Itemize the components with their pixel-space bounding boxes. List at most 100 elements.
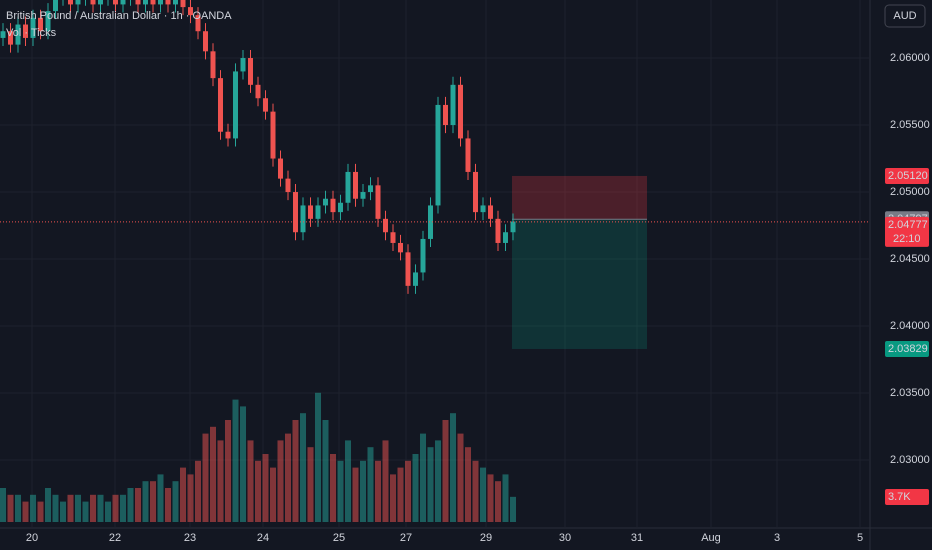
plot xyxy=(0,0,870,522)
volume-bar xyxy=(457,433,464,522)
candle-body xyxy=(428,205,433,239)
volume-bar xyxy=(7,494,14,522)
y-tick-label: 2.06000 xyxy=(890,52,930,64)
target-price-label-bg xyxy=(885,340,929,357)
candle-body xyxy=(270,111,276,159)
volume-bar xyxy=(15,494,21,522)
volume-bar xyxy=(60,501,66,522)
candle-body xyxy=(480,205,486,213)
volume-bar xyxy=(30,494,36,522)
candle-body xyxy=(218,78,223,132)
volume-bar xyxy=(390,474,396,522)
volume-bar xyxy=(67,494,74,522)
volume-last-label-bg xyxy=(885,489,929,505)
chart-title: British Pound / Australian Dollar · 1h ·… xyxy=(6,10,232,22)
volume-bar xyxy=(300,413,306,522)
stop-price-label: 2.05120 xyxy=(888,170,928,182)
candle-body xyxy=(90,0,96,5)
volume-bar xyxy=(322,420,329,522)
candle-body xyxy=(278,158,283,179)
volume-bar xyxy=(82,501,89,522)
last-price-label: 2.04777 xyxy=(888,219,928,231)
candle-body xyxy=(173,0,178,5)
volume-bar xyxy=(217,440,224,522)
volume-bar xyxy=(112,494,119,522)
axes: 2.06000 2.05500 2.05000 2.04500 2.04000 2.035… xyxy=(26,52,930,544)
y-tick-label: 2.05000 xyxy=(890,186,930,198)
volume-bar xyxy=(427,447,434,522)
y-tick-label: 2.04500 xyxy=(890,253,930,265)
stop-price-label-bg xyxy=(885,167,929,184)
volume-bar xyxy=(330,454,336,522)
candle-body xyxy=(465,138,471,172)
volume-bar xyxy=(187,474,194,522)
candle-body xyxy=(450,84,456,126)
candle-body xyxy=(30,17,36,38)
currency-button[interactable] xyxy=(884,4,926,28)
volume-bar xyxy=(0,488,6,522)
volume-bar xyxy=(195,460,201,522)
volume-bar xyxy=(277,440,284,522)
candle-body xyxy=(263,98,268,112)
volume-bar xyxy=(45,488,51,522)
candle-body xyxy=(510,221,516,233)
x-tick-label: 23 xyxy=(184,532,196,544)
candle-body xyxy=(308,205,313,219)
volume-bar xyxy=(127,488,134,522)
candle-body xyxy=(255,84,261,99)
x-tick-label: 20 xyxy=(26,532,38,544)
volume-bar xyxy=(495,481,501,522)
volume-last-label: 3.7K xyxy=(888,491,911,503)
candle-body xyxy=(203,31,208,52)
target-zone xyxy=(512,219,647,349)
volume-bar xyxy=(502,474,509,522)
volume-bar xyxy=(405,460,411,522)
candle-body xyxy=(158,0,163,5)
candle-body xyxy=(0,31,6,38)
candle-body xyxy=(300,205,306,233)
candle-body xyxy=(188,7,193,16)
y-tick-label: 2.03000 xyxy=(890,454,930,466)
volume-bar xyxy=(337,460,344,522)
candle-body xyxy=(360,192,366,199)
candle-body xyxy=(488,205,493,219)
volume-bar xyxy=(75,494,81,522)
candle-body xyxy=(53,0,58,12)
x-tick-label: 5 xyxy=(857,532,863,544)
volume-bar xyxy=(465,447,471,522)
volume-bar xyxy=(142,481,149,522)
candle-body xyxy=(15,24,21,45)
volume-bar xyxy=(397,467,404,522)
volume-bar xyxy=(442,420,449,522)
candle-body xyxy=(368,185,373,193)
candle-body xyxy=(150,0,156,5)
candle-body xyxy=(375,185,381,219)
candle-body xyxy=(435,104,441,206)
candle-body xyxy=(353,171,358,199)
volume-bar xyxy=(382,440,389,522)
volume-bar xyxy=(262,454,269,522)
volume-bar xyxy=(90,494,96,522)
candle-body xyxy=(473,171,478,213)
candle-body xyxy=(248,58,253,85)
candle-body xyxy=(285,178,291,193)
volume-bar xyxy=(435,440,441,522)
candle-body xyxy=(240,58,246,72)
volume-bar xyxy=(202,433,209,522)
volume-bar xyxy=(210,426,216,522)
candle-body xyxy=(210,51,216,79)
x-tick-label: 29 xyxy=(480,532,492,544)
candle-body xyxy=(180,0,186,8)
volume-bar xyxy=(135,488,141,522)
volume-bar xyxy=(292,420,299,522)
volume-bar xyxy=(270,467,276,522)
candle-body xyxy=(45,11,51,32)
candle-body xyxy=(413,272,418,286)
volume-bar xyxy=(150,481,156,522)
currency-label[interactable]: AUD xyxy=(893,10,916,22)
volume-bar xyxy=(22,501,29,522)
x-tick-label: 22 xyxy=(109,532,121,544)
volume-bar xyxy=(510,496,516,522)
volume-bar xyxy=(255,460,261,522)
volume-bar xyxy=(105,501,111,522)
